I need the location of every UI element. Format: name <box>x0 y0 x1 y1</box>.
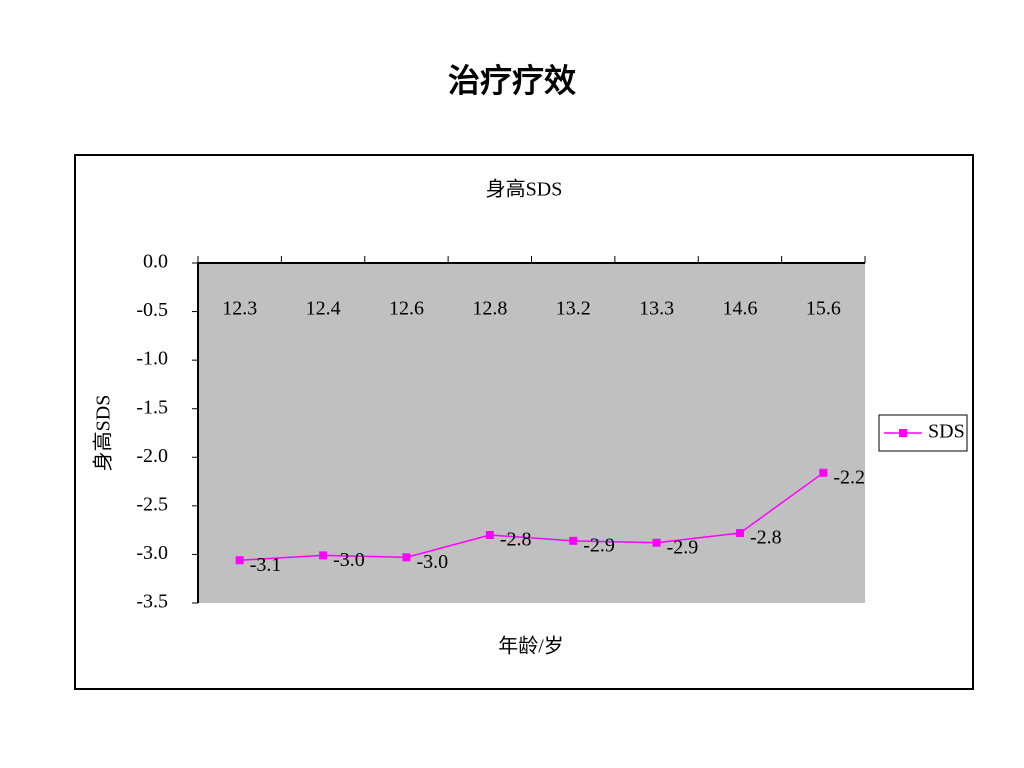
marker <box>402 553 411 562</box>
y-tick-label: -2.0 <box>136 445 168 467</box>
y-tick-label: 0.0 <box>143 251 168 273</box>
page-title: 治疗疗效 <box>448 62 576 98</box>
chart-title: 身高SDS <box>486 178 563 201</box>
x-tick-label: 12.3 <box>222 298 257 320</box>
marker <box>319 551 328 560</box>
data-label: -2.9 <box>583 534 615 556</box>
data-label: -2.8 <box>500 529 532 551</box>
y-tick-label: -0.5 <box>136 299 168 321</box>
marker <box>735 529 744 538</box>
y-tick-label: -2.5 <box>136 493 168 515</box>
data-label: -3.1 <box>250 554 282 576</box>
x-tick-label: 12.6 <box>389 298 424 320</box>
marker <box>569 536 578 545</box>
x-axis-title: 年龄/岁 <box>498 635 564 658</box>
data-label: -3.0 <box>416 551 448 573</box>
data-label: -2.2 <box>833 466 865 488</box>
legend-label: SDS <box>928 421 965 443</box>
x-tick-label: 13.3 <box>639 298 674 320</box>
marker <box>819 468 828 477</box>
y-tick-label: -1.5 <box>136 396 168 418</box>
marker <box>485 531 494 539</box>
x-tick-label: 14.6 <box>722 298 757 320</box>
x-tick-label: 12.4 <box>306 298 341 320</box>
y-tick-label: -3.0 <box>136 542 168 564</box>
y-tick-label: -1.0 <box>136 348 168 370</box>
data-label: -2.9 <box>667 536 699 558</box>
x-tick-label: 15.6 <box>806 298 841 320</box>
y-tick-label: -3.5 <box>136 591 168 613</box>
marker <box>235 556 244 565</box>
marker <box>652 538 661 547</box>
data-label: -2.8 <box>750 527 782 549</box>
y-axis-title: 身高SDS <box>92 395 115 472</box>
data-label: -3.0 <box>333 549 365 571</box>
x-tick-label: 13.2 <box>556 298 591 320</box>
series-line <box>239 472 824 562</box>
x-tick-label: 12.8 <box>472 298 507 320</box>
legend-marker <box>899 429 907 437</box>
plot-area <box>198 263 865 603</box>
